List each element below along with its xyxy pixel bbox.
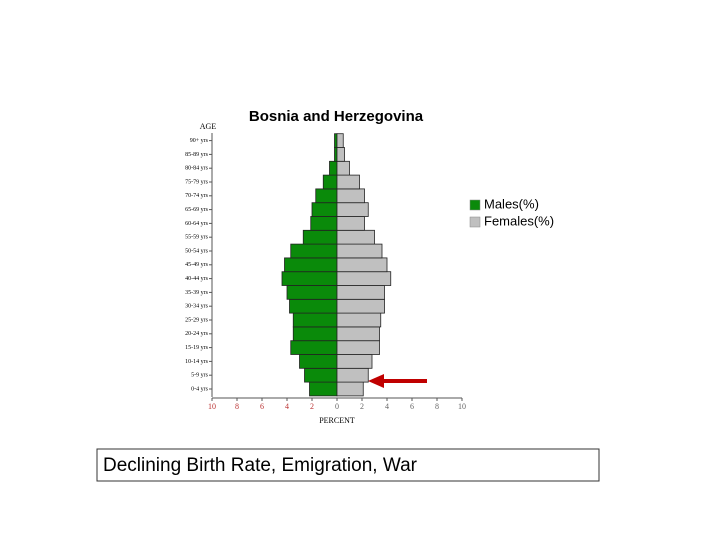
bar <box>286 285 338 300</box>
y-tick-label: 35-39 yrs <box>185 290 208 296</box>
y-tick-label: 25-29 yrs <box>185 317 208 323</box>
y-tick-label: 5-9 yrs <box>191 373 208 379</box>
x-axis-title: PERCENT <box>319 416 355 425</box>
bar <box>322 174 338 190</box>
caption: Declining Birth Rate, Emigration, War <box>103 455 418 476</box>
y-tick-label: 20-24 yrs <box>185 331 208 337</box>
x-tick-label: 8 <box>235 402 239 411</box>
bar <box>336 381 364 397</box>
bar <box>310 216 338 231</box>
x-tick-label: 8 <box>435 402 439 411</box>
y-axis-title: AGE <box>200 122 217 131</box>
arrow <box>368 374 427 388</box>
bar <box>336 285 385 300</box>
bar <box>336 312 382 328</box>
caption-box <box>96 448 600 482</box>
bar <box>315 188 338 204</box>
bar <box>292 326 338 342</box>
x-tick-label: 4 <box>385 402 389 411</box>
bar <box>290 243 338 259</box>
y-tick-label: 50-54 yrs <box>185 248 208 254</box>
y-tick-label: 45-49 yrs <box>185 262 208 268</box>
bar <box>292 312 338 328</box>
bar <box>299 354 338 369</box>
y-tick-label: 10-14 yrs <box>185 359 208 365</box>
y-tick-label: 60-64 yrs <box>185 221 208 227</box>
bar <box>336 202 369 217</box>
x-tick-label: 2 <box>310 402 314 411</box>
y-tick-label: 30-34 yrs <box>185 304 208 310</box>
y-tick-label: 80-84 yrs <box>185 166 208 172</box>
x-tick-label: 2 <box>360 402 364 411</box>
bar <box>336 354 373 369</box>
y-tick-label: 0-4 yrs <box>191 386 208 392</box>
bar <box>336 133 344 148</box>
bar <box>336 188 365 204</box>
bar <box>309 381 338 397</box>
chart-title: Bosnia and Herzegovina <box>249 108 424 125</box>
y-tick-label: 15-19 yrs <box>185 345 208 351</box>
bar <box>336 271 392 286</box>
y-tick-label: 90+ yrs <box>190 138 209 144</box>
bar <box>336 229 375 245</box>
y-tick-label: 85-89 yrs <box>185 152 208 158</box>
y-tick-label: 70-74 yrs <box>185 193 208 199</box>
bar <box>336 367 369 383</box>
legend-label: Males(%) <box>484 196 539 211</box>
bar <box>336 243 383 259</box>
bar <box>290 340 338 355</box>
y-tick-label: 40-44 yrs <box>185 276 208 282</box>
bar <box>336 216 365 231</box>
x-tick-label: 6 <box>260 402 264 411</box>
bar <box>336 147 345 162</box>
x-tick-label: 10 <box>458 402 466 411</box>
x-tick-label: 6 <box>410 402 414 411</box>
bar <box>311 202 338 217</box>
bar <box>336 257 388 273</box>
bar <box>336 298 385 314</box>
legend-label: Females(%) <box>484 213 554 228</box>
bar <box>284 257 338 273</box>
x-tick-label: 0 <box>335 402 339 411</box>
bar <box>336 174 360 190</box>
bar <box>304 367 338 383</box>
bar <box>289 298 338 314</box>
legend-swatch <box>469 199 481 211</box>
x-tick-label: 10 <box>208 402 216 411</box>
x-tick-label: 4 <box>285 402 289 411</box>
bar <box>336 340 380 355</box>
y-tick-label: 55-59 yrs <box>185 235 208 241</box>
bar <box>281 271 338 286</box>
bar <box>336 160 350 176</box>
y-tick-label: 65-69 yrs <box>185 207 208 213</box>
bar <box>302 229 338 245</box>
bar <box>329 160 338 176</box>
legend-swatch <box>469 216 481 228</box>
bar <box>336 326 380 342</box>
y-tick-label: 75-79 yrs <box>185 179 208 185</box>
